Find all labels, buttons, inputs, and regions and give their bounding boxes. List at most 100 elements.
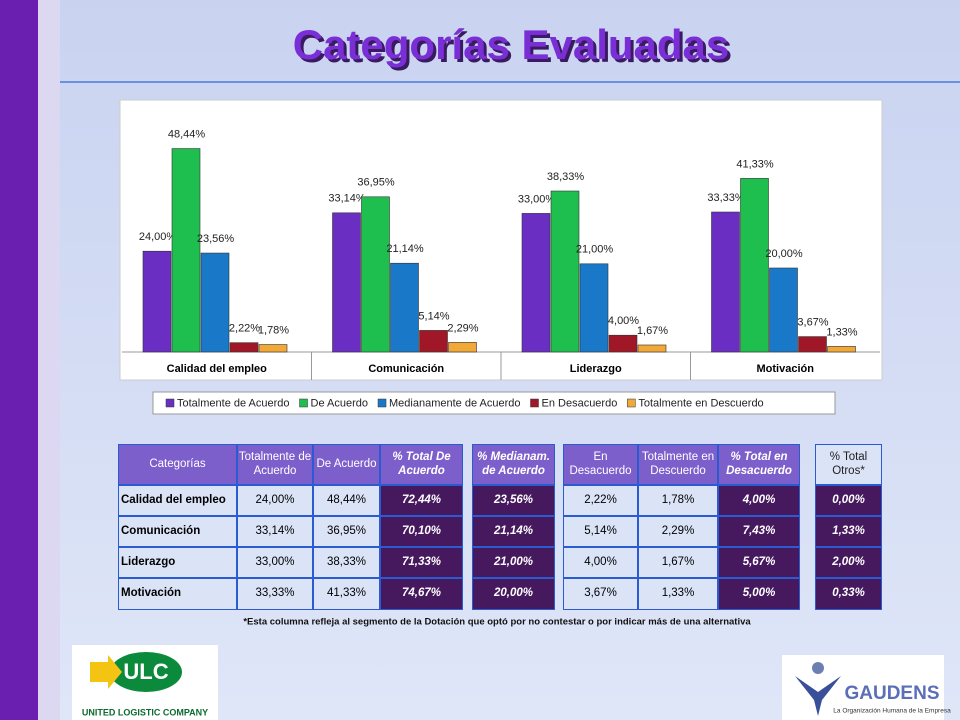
table-cell: 3,67% (563, 578, 638, 610)
x-tick-label: Motivación (757, 363, 815, 375)
table-cell: 21,14% (472, 516, 555, 547)
table-cell: 2,22% (563, 485, 638, 516)
legend-swatch (627, 398, 636, 408)
logo-right-figure (795, 676, 841, 716)
data-label: 1,33% (826, 326, 857, 338)
bar (740, 178, 769, 353)
table-header-cell: Categorías (118, 444, 237, 485)
data-label: 1,67% (637, 325, 668, 337)
table-cell: 33,14% (237, 516, 313, 547)
table-cell: 5,67% (718, 547, 800, 578)
bar (171, 148, 201, 353)
table-cell: 71,33% (380, 547, 463, 578)
bar (521, 213, 551, 353)
table-header-cell: Totalmente de Acuerdo (237, 444, 313, 485)
table-cell: 1,33% (815, 516, 882, 547)
data-label: 2,29% (447, 322, 478, 334)
title-shadow: Categorías Evaluadas (296, 24, 733, 71)
table-cell: 4,00% (563, 547, 638, 578)
table-header-cell: % Total Otros* (815, 444, 882, 485)
table-header-cell: % Total en Desacuerdo (718, 444, 800, 485)
data-label: 20,00% (765, 248, 803, 260)
table-header-cell: Totalmente en Descuerdo (638, 444, 718, 485)
table-cell: 7,43% (718, 516, 800, 547)
bar (827, 346, 856, 353)
x-tick-label: Liderazgo (570, 363, 622, 375)
bar (200, 252, 230, 353)
data-label: 48,44% (168, 128, 206, 140)
data-label: 5,14% (418, 310, 449, 322)
data-label: 4,00% (608, 315, 639, 327)
table-cell: 5,00% (718, 578, 800, 610)
data-label: 21,00% (576, 244, 614, 256)
table-cell: 2,29% (638, 516, 718, 547)
x-tick-label: Comunicación (368, 363, 444, 375)
x-tick-label: Calidad del empleo (167, 363, 268, 375)
logo-right-head (812, 662, 824, 674)
table-cell: 74,67% (380, 578, 463, 610)
table-cell: 4,00% (718, 485, 800, 516)
table-cell: 1,67% (638, 547, 718, 578)
legend-swatch (299, 398, 308, 408)
legend-label: Totalmente de Acuerdo (177, 397, 290, 409)
logo-left-mark: ULC (123, 659, 168, 684)
table-cell: 1,78% (638, 485, 718, 516)
table-cell: 2,00% (815, 547, 882, 578)
table-cell: 33,33% (237, 578, 313, 610)
bar (637, 344, 667, 353)
bar (332, 212, 361, 353)
table-cell: 72,44% (380, 485, 463, 516)
data-label: 41,33% (736, 158, 774, 170)
bar (769, 267, 798, 353)
table-cell: Calidad del empleo (118, 485, 237, 516)
table-cell: Liderazgo (118, 547, 237, 578)
logo-right-mark: GAUDENS (844, 683, 939, 704)
legend-swatch (377, 398, 387, 408)
table-header-cell: De Acuerdo (313, 444, 380, 485)
data-label: 24,00% (139, 231, 177, 243)
table-cell: 48,44% (313, 485, 380, 516)
legend-label: Medianamente de Acuerdo (389, 397, 520, 409)
bar (711, 211, 740, 353)
legend-swatch (165, 398, 175, 408)
bar (361, 196, 390, 353)
logo-left-arrow (90, 655, 122, 689)
table-header-cell: % Total De Acuerdo (380, 444, 463, 485)
legend-label: De Acuerdo (311, 397, 368, 409)
footnote: *Esta columna refleja al segmento de la … (243, 617, 751, 628)
table-cell: 24,00% (237, 485, 313, 516)
table-cell: Comunicación (118, 516, 237, 547)
table-cell: 0,00% (815, 485, 882, 516)
bar (798, 336, 827, 353)
bar (579, 263, 609, 353)
data-label: 23,56% (197, 233, 235, 245)
data-label: 2,22% (229, 323, 260, 335)
legend-label: Totalmente en Descuerdo (638, 397, 763, 409)
table-header-cell: % Medianam. de Acuerdo (472, 444, 555, 485)
table-cell: 33,00% (237, 547, 313, 578)
bar (142, 250, 172, 353)
bar (419, 330, 448, 353)
chart: Calidad del empleo 24,00% 48,44% 23,56% 2,22… (139, 128, 858, 409)
data-label: 36,95% (357, 177, 395, 189)
legend-swatch (530, 398, 539, 408)
bar (229, 342, 259, 353)
table-cell: 41,33% (313, 578, 380, 610)
logo-left-name: UNITED LOGISTIC COMPANY (82, 707, 208, 717)
bar (550, 190, 580, 353)
data-label: 33,00% (518, 193, 556, 205)
table-header-cell: En Desacuerdo (563, 444, 638, 485)
data-label: 33,33% (707, 192, 745, 204)
table-cell: 1,33% (638, 578, 718, 610)
table-cell: 36,95% (313, 516, 380, 547)
legend-label: En Desacuerdo (542, 397, 618, 409)
logo-right-tagline: La Organización Humana de la Empresa (833, 708, 951, 715)
table-cell: 21,00% (472, 547, 555, 578)
title: Categorías Evaluadas (293, 21, 730, 68)
table-cell: 20,00% (472, 578, 555, 610)
table-cell: 38,33% (313, 547, 380, 578)
bar (448, 342, 477, 353)
logo-left-oval (110, 652, 182, 692)
